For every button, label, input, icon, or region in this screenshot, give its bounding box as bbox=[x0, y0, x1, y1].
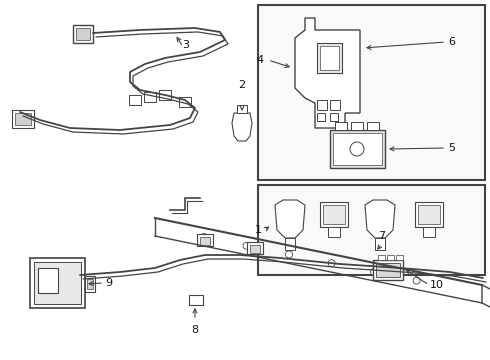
Bar bbox=[323, 205, 345, 224]
Bar bbox=[247, 242, 263, 254]
Bar bbox=[375, 238, 385, 250]
Text: 9: 9 bbox=[105, 278, 112, 288]
Bar bbox=[76, 28, 90, 40]
Text: 7: 7 bbox=[378, 231, 386, 241]
Bar bbox=[330, 130, 385, 168]
Polygon shape bbox=[482, 285, 490, 308]
Text: 8: 8 bbox=[192, 325, 198, 335]
Bar bbox=[373, 260, 403, 280]
Bar bbox=[328, 227, 340, 237]
Text: 10: 10 bbox=[430, 280, 444, 290]
Bar bbox=[15, 113, 31, 125]
Circle shape bbox=[413, 277, 420, 284]
Polygon shape bbox=[232, 113, 252, 141]
Bar bbox=[179, 97, 191, 107]
Bar bbox=[258, 185, 485, 275]
Bar bbox=[418, 205, 440, 224]
Bar bbox=[258, 5, 485, 180]
Bar bbox=[30, 258, 85, 308]
Bar bbox=[320, 202, 348, 227]
Polygon shape bbox=[295, 18, 360, 128]
Bar bbox=[376, 263, 400, 277]
Bar bbox=[144, 92, 156, 102]
Bar bbox=[159, 90, 171, 100]
Bar bbox=[189, 295, 203, 305]
Bar bbox=[320, 46, 339, 70]
Bar bbox=[129, 95, 141, 105]
Text: 4: 4 bbox=[257, 55, 264, 65]
Circle shape bbox=[370, 269, 378, 275]
Bar bbox=[38, 268, 58, 293]
Polygon shape bbox=[365, 200, 395, 238]
Circle shape bbox=[286, 251, 293, 258]
Bar bbox=[330, 100, 340, 110]
Bar bbox=[351, 122, 363, 130]
Bar bbox=[250, 245, 260, 253]
Polygon shape bbox=[275, 200, 305, 238]
Bar bbox=[378, 255, 385, 260]
Bar bbox=[335, 122, 347, 130]
Circle shape bbox=[243, 242, 250, 249]
Bar bbox=[34, 262, 81, 304]
Bar bbox=[317, 113, 325, 121]
Bar bbox=[73, 25, 93, 43]
Text: 3: 3 bbox=[182, 40, 189, 50]
Bar bbox=[237, 105, 247, 113]
Circle shape bbox=[328, 260, 335, 267]
Bar bbox=[87, 279, 93, 289]
Text: 2: 2 bbox=[239, 80, 245, 90]
Bar bbox=[317, 43, 342, 73]
Bar bbox=[85, 276, 95, 292]
Circle shape bbox=[350, 142, 364, 156]
Bar bbox=[197, 234, 213, 246]
Bar bbox=[333, 133, 382, 165]
Circle shape bbox=[200, 234, 208, 240]
Text: 5: 5 bbox=[448, 143, 455, 153]
Bar bbox=[387, 255, 394, 260]
Text: 1: 1 bbox=[255, 225, 262, 235]
Bar bbox=[317, 100, 327, 110]
Bar bbox=[12, 110, 34, 128]
Bar bbox=[396, 255, 403, 260]
Bar bbox=[423, 227, 435, 237]
Bar bbox=[200, 237, 210, 245]
Bar bbox=[415, 202, 443, 227]
Bar bbox=[330, 113, 338, 121]
Text: 6: 6 bbox=[448, 37, 455, 47]
Bar bbox=[367, 122, 379, 130]
Bar bbox=[285, 238, 295, 250]
